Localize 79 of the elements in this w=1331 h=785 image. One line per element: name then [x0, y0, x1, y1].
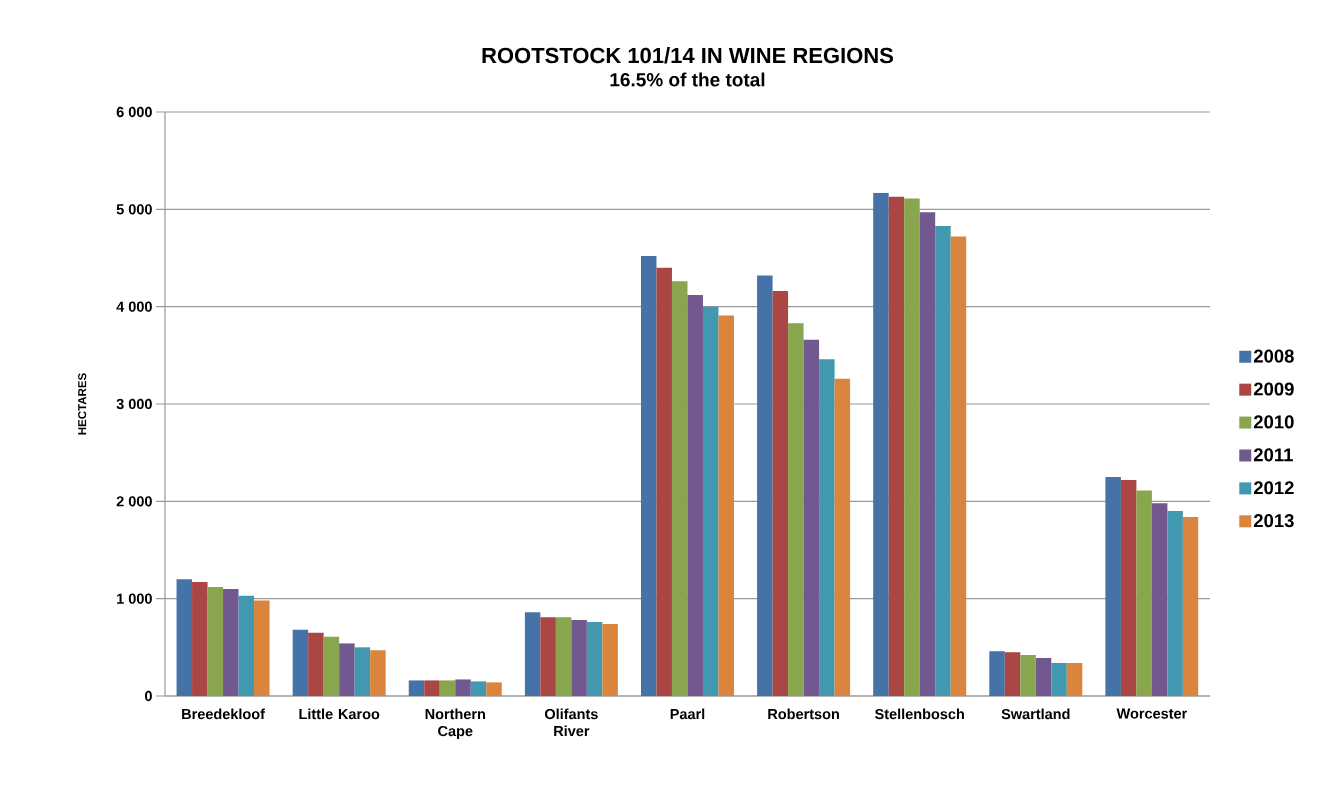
- bar: [671, 281, 688, 696]
- x-tick-label: Paarl: [670, 708, 705, 720]
- x-tick-label: Swartland: [1001, 708, 1070, 720]
- bar: [424, 680, 440, 696]
- x-tick-label: Worcester: [1116, 708, 1187, 719]
- bar: [834, 378, 851, 696]
- bar: [524, 612, 541, 696]
- bar: [308, 632, 324, 696]
- bar: [989, 651, 1005, 696]
- bar: [555, 617, 572, 696]
- bar: [238, 595, 255, 696]
- bar: [1167, 511, 1183, 696]
- bar: [687, 294, 703, 696]
- bar: [254, 600, 270, 696]
- bar: [586, 622, 603, 696]
- x-tick-label: Robertson: [768, 708, 839, 720]
- bar: [904, 198, 920, 696]
- y-tick-label: 3 000: [116, 398, 152, 410]
- bar: [757, 275, 773, 696]
- chart-title: ROOTSTOCK 101/14 IN WINE REGIONS: [482, 47, 894, 64]
- bar: [718, 315, 734, 696]
- legend-label: 2008: [1253, 349, 1294, 363]
- y-axis-title: HECTARES: [78, 373, 87, 435]
- bar: [292, 629, 309, 696]
- bar: [370, 650, 386, 696]
- bar: [1182, 516, 1199, 696]
- bar: [455, 679, 471, 696]
- bar: [919, 212, 936, 696]
- bar: [408, 680, 425, 696]
- bar: [339, 643, 355, 696]
- x-tick-label: Stellenbosch: [874, 708, 964, 720]
- bar: [1120, 479, 1137, 696]
- x-tick-label: Olifants River: [544, 708, 598, 737]
- y-tick-label: 6 000: [116, 106, 152, 118]
- bar: [702, 306, 719, 696]
- bar: [176, 579, 193, 696]
- legend-label: 2012: [1253, 481, 1294, 495]
- bar: [656, 267, 672, 696]
- chart-subtitle: 16.5% of the total: [610, 72, 765, 87]
- bar: [1105, 477, 1121, 696]
- bar: [873, 192, 889, 696]
- bar: [207, 586, 224, 696]
- bar: [1035, 658, 1052, 696]
- x-tick-label: Little Karoo: [299, 708, 380, 720]
- bar: [772, 291, 789, 696]
- bar: [788, 323, 804, 696]
- legend-label: 2013: [1253, 514, 1294, 528]
- bar: [935, 225, 951, 696]
- bar: [540, 617, 556, 696]
- x-tick-label: Breedekloof: [182, 708, 265, 720]
- bar: [640, 256, 657, 696]
- bar: [192, 582, 208, 696]
- bar: [1066, 662, 1083, 696]
- bar: [950, 236, 967, 696]
- bar: [1151, 503, 1168, 696]
- bar: [486, 682, 502, 696]
- y-tick-label: 5 000: [116, 204, 152, 215]
- bar: [602, 623, 618, 696]
- bar: [1020, 655, 1036, 696]
- legend-label: 2010: [1253, 415, 1294, 429]
- bar: [819, 359, 835, 696]
- y-tick-label: 4 000: [116, 301, 152, 312]
- y-tick-label: 2 000: [116, 496, 152, 507]
- bar: [1136, 490, 1152, 696]
- bar: [1004, 652, 1021, 696]
- y-tick-label: 1 000: [117, 593, 152, 604]
- y-tick-label: 0: [144, 690, 152, 702]
- bar: [888, 196, 905, 696]
- bar: [571, 620, 587, 696]
- legend-label: 2011: [1253, 448, 1293, 462]
- legend-label: 2009: [1253, 382, 1294, 396]
- bar: [354, 647, 371, 696]
- bar: [323, 636, 340, 696]
- bar: [439, 680, 456, 696]
- bar: [470, 681, 487, 696]
- bar: [223, 588, 239, 696]
- bar: [1051, 662, 1067, 696]
- x-tick-label: Northern Cape: [425, 708, 485, 740]
- bar: [803, 339, 820, 696]
